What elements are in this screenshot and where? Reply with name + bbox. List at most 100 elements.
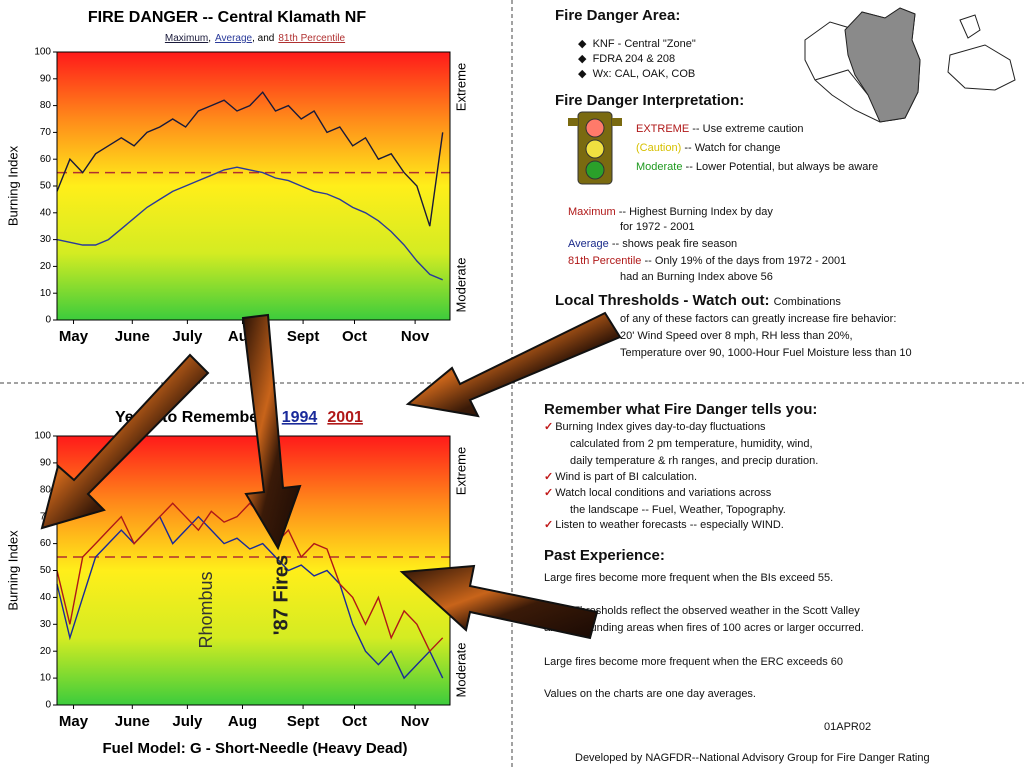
y2-annotation: Moderate <box>453 258 468 313</box>
y-tick-label: 0 <box>45 315 51 326</box>
text: the landscape -- Fuel, Weather, Topograp… <box>570 504 786 516</box>
definition: 81th Percentile -- Only 19% of the days … <box>568 255 846 268</box>
text: -- Use extreme caution <box>692 123 804 135</box>
legend-entry: 1994 <box>282 409 318 426</box>
series-line <box>56 91 444 227</box>
y-tick-label: 70 <box>40 511 52 522</box>
key: 81th Percentile <box>568 255 642 267</box>
y-tick-label: 40 <box>40 207 52 218</box>
x-tick-label: May <box>59 713 89 730</box>
x-tick-label: Nov <box>401 328 430 345</box>
annotation: '87 Fires <box>270 555 292 635</box>
credit: Developed by NAGFDR--National Advisory G… <box>575 752 930 764</box>
key: Average <box>568 238 609 250</box>
legend-entry: Maximum <box>165 33 208 44</box>
legend: Maximum, Average, and 81th Percentile <box>165 33 346 44</box>
key: (Caution) <box>636 142 682 154</box>
text: 20' Wind Speed over 8 mph, RH less than … <box>620 330 853 342</box>
bullet: ◆ FDRA 204 & 208 <box>578 53 676 65</box>
x-tick-label: June <box>115 328 150 345</box>
caption: Fuel Model: G - Short-Needle (Heavy Dead… <box>102 740 407 757</box>
y-tick-label: 50 <box>40 181 52 192</box>
y2-annotation: Extreme <box>453 63 468 111</box>
text: Local Thresholds reflect the observed we… <box>544 605 860 617</box>
y-tick-label: 80 <box>40 100 52 111</box>
x-tick-label: Oct <box>342 328 367 345</box>
x-tick-label: May <box>59 328 89 345</box>
text: Listen to weather forecasts -- especiall… <box>555 519 784 531</box>
legend-entry: Average <box>215 33 253 44</box>
lead: Combinations <box>773 296 841 308</box>
y-tick-label: 10 <box>40 288 52 299</box>
y-tick-label: 20 <box>40 646 52 657</box>
check-item: ✓ Wind is part of BI calculation. <box>544 471 698 483</box>
key: Moderate <box>636 161 683 173</box>
annotation: Rhombus <box>196 571 216 648</box>
plot-area <box>57 436 450 705</box>
heading: Fire Danger Interpretation: <box>555 92 745 109</box>
y-axis-label: Burning Index <box>5 145 20 226</box>
y2-annotation: Moderate <box>453 643 468 698</box>
level: Moderate -- Lower Potential, but always … <box>636 161 878 174</box>
y-tick-label: 100 <box>34 47 51 58</box>
definition: Maximum -- Highest Burning Index by day <box>568 206 773 219</box>
y-tick-label: 80 <box>40 484 52 495</box>
text: -- shows peak fire season <box>611 238 738 250</box>
check-item: ✓ Burning Index gives day-to-day fluctuat… <box>544 421 766 433</box>
title: Local Thresholds - Watch out: <box>555 292 770 309</box>
x-tick-label: June <box>115 713 150 730</box>
area-map <box>804 7 1016 123</box>
y-tick-label: 30 <box>40 234 52 245</box>
y-tick-label: 90 <box>40 458 52 469</box>
date: 01APR02 <box>824 721 872 733</box>
text: of any of these factors can greatly incr… <box>620 313 897 325</box>
text: and surrounding areas when fires of 100 … <box>544 622 864 634</box>
text: KNF - Central "Zone" <box>592 38 696 50</box>
x-tick-label: Nov <box>401 713 430 730</box>
text: -- Lower Potential, but always be aware <box>685 161 879 173</box>
text: Wind is part of BI calculation. <box>555 471 698 483</box>
key: EXTREME <box>636 123 690 135</box>
text: Temperature over 90, 1000-Hour Fuel Mois… <box>620 347 912 359</box>
legend-entry: 81th Percentile <box>278 33 345 44</box>
x-tick-label: Oct <box>342 713 367 730</box>
check-item: ✓ Watch local conditions and variations a… <box>544 487 772 499</box>
key: Maximum <box>568 206 616 218</box>
plot-area <box>57 52 450 320</box>
text: -- Only 19% of the days from 1972 - 2001 <box>644 255 847 267</box>
text: -- Highest Burning Index by day <box>618 206 773 218</box>
y-tick-label: 90 <box>40 73 52 84</box>
title-text: Years to Remember: <box>115 409 270 426</box>
traffic-light <box>568 111 622 185</box>
text: Watch local conditions and variations ac… <box>555 487 772 499</box>
text: calculated from 2 pm temperature, humidi… <box>570 438 813 450</box>
check-item: ✓ Listen to weather forecasts -- especial… <box>544 519 784 531</box>
y-tick-label: 40 <box>40 592 52 603</box>
y-tick-label: 60 <box>40 154 52 165</box>
x-tick-label: Aug <box>228 328 257 345</box>
y-tick-label: 30 <box>40 619 52 630</box>
text: daily temperature & rh ranges, and preci… <box>570 455 819 467</box>
legend-entry: 2001 <box>327 409 363 426</box>
y-tick-label: 60 <box>40 538 52 549</box>
text: Values on the charts are one day average… <box>544 688 756 700</box>
text: Burning Index gives day-to-day fluctuati… <box>555 421 766 433</box>
y-tick-label: 100 <box>34 431 51 442</box>
x-tick-label: Aug <box>228 713 257 730</box>
x-tick-label: July <box>172 328 203 345</box>
heading: Fire Danger Area: <box>555 7 681 24</box>
y-tick-label: 50 <box>40 565 52 576</box>
y-tick-label: 70 <box>40 127 52 138</box>
level: EXTREME -- Use extreme caution <box>636 123 804 136</box>
y-tick-label: 0 <box>45 700 51 711</box>
chart-title: Years to Remember: 1994 2001 <box>115 409 363 426</box>
text: for 1972 - 2001 <box>620 221 695 233</box>
x-tick-label: Sept <box>287 328 320 345</box>
legend-joiner: , <box>208 33 211 44</box>
text: Large fires become more frequent when th… <box>544 572 834 584</box>
y2-annotation: Extreme <box>453 447 468 495</box>
heading: Local Thresholds - Watch out: Combinatio… <box>555 292 841 309</box>
y-axis-label: Burning Index <box>5 530 20 611</box>
bullet: ◆ KNF - Central "Zone" <box>578 38 696 50</box>
